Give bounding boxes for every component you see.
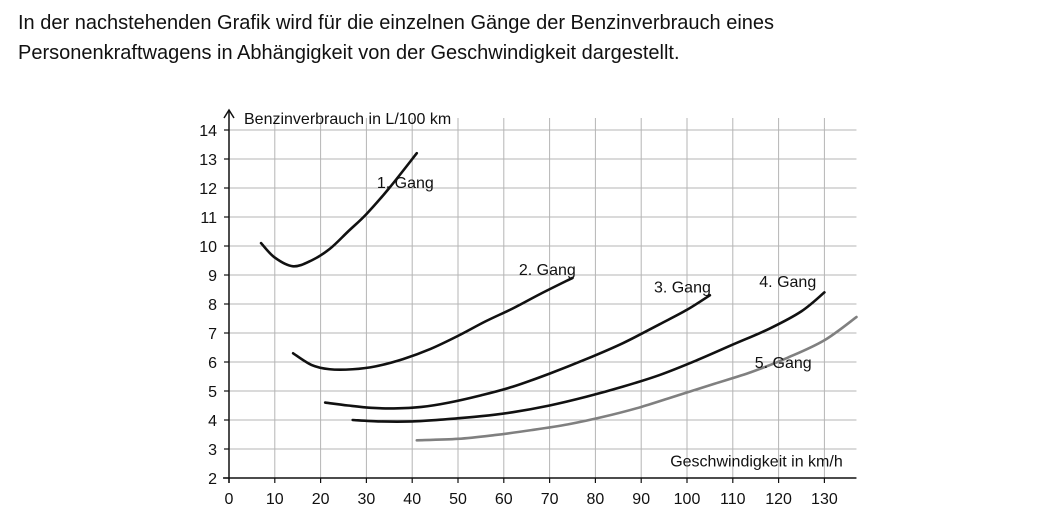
- x-tick-label: 50: [449, 491, 467, 508]
- series-label-gang-2: 2. Gang: [519, 262, 576, 279]
- y-tick-label: 13: [199, 152, 217, 169]
- series-line-gang-3: [323, 294, 712, 410]
- series-label-gang-3: 3. Gang: [654, 280, 711, 297]
- series-line-gang-5: [415, 315, 858, 442]
- series-line-gang-2: [291, 276, 574, 372]
- series-curves: [259, 151, 858, 442]
- x-tick-label: 30: [358, 491, 376, 508]
- series-label-gang-5: 5. Gang: [755, 355, 812, 372]
- grid: [229, 118, 857, 478]
- intro-line-1: In der nachstehenden Grafik wird für die…: [18, 12, 775, 34]
- series-labels: 1. Gang 2. Gang 3. Gang 4. Gang 5. Gang: [377, 175, 816, 372]
- y-tick-label: 9: [208, 268, 217, 285]
- x-tick-label: 120: [765, 491, 792, 508]
- x-tick-label: 60: [495, 491, 513, 508]
- y-tick-label: 2: [208, 471, 217, 488]
- y-tick-label: 7: [208, 326, 217, 343]
- x-tick-label: 90: [632, 491, 650, 508]
- y-tick-label: 3: [208, 442, 217, 459]
- y-tick-label: 8: [208, 297, 217, 314]
- series-line-gang-1: [259, 151, 419, 268]
- series-label-gang-1: 1. Gang: [377, 175, 434, 192]
- x-tick-label: 20: [312, 491, 330, 508]
- y-tick-label: 6: [208, 355, 217, 372]
- x-tick-label: 70: [541, 491, 559, 508]
- x-axis-label: Geschwindigkeit in km/h: [670, 454, 843, 471]
- y-axis-arrow: [223, 108, 235, 119]
- y-tick-label: 4: [208, 413, 217, 430]
- x-tick-label: 110: [720, 491, 746, 508]
- x-tick-label: 10: [266, 491, 284, 508]
- intro-text: In der nachstehenden Grafik wird für die…: [18, 8, 1018, 68]
- x-tick-label: 0: [225, 491, 234, 508]
- intro-line-2: Personenkraftwagens in Abhängigkeit von …: [18, 42, 680, 64]
- y-tick-label: 5: [208, 384, 217, 401]
- x-tick-label: 130: [811, 491, 838, 508]
- y-tick-label: 11: [200, 210, 217, 227]
- tick-labels: 0 10 20 30 40 50 60 70 80 90 100 110 120 130 2 3 4 5 6 7 8 9 1…: [199, 123, 838, 508]
- y-tick-label: 14: [199, 123, 217, 140]
- x-tick-label: 80: [587, 491, 605, 508]
- series-label-gang-4: 4. Gang: [759, 274, 816, 291]
- y-tick-label: 10: [199, 239, 217, 256]
- x-tick-label: 100: [674, 491, 701, 508]
- series-line-gang-4: [351, 291, 826, 423]
- y-axis-label: Benzinverbrauch in L/100 km: [244, 111, 451, 128]
- y-tick-label: 12: [199, 181, 217, 198]
- axes: [223, 108, 857, 483]
- x-tick-label: 40: [403, 491, 421, 508]
